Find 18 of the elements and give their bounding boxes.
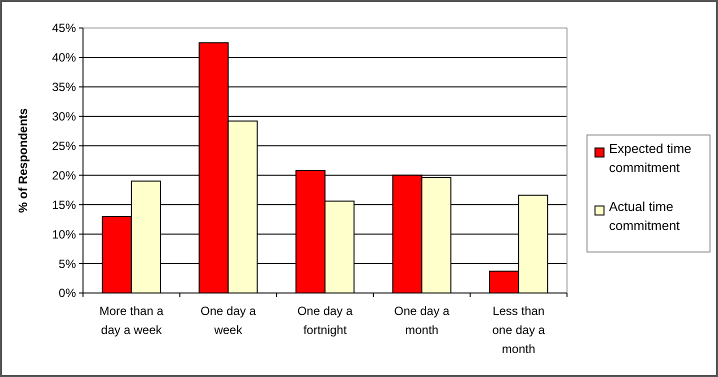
x-tick-label: One day a month — [394, 304, 450, 337]
y-axis-title: % of Respondents — [16, 108, 30, 213]
legend-label: Actual time commitment — [609, 199, 680, 233]
legend-label: Expected time commitment — [609, 141, 692, 175]
x-tick-label: One day a week — [200, 304, 256, 337]
x-tick-label: Less than one day a month — [492, 304, 546, 356]
y-tick-label: 25% — [52, 138, 76, 153]
y-tick-label: 45% — [52, 21, 76, 36]
y-tick-label: 35% — [52, 80, 76, 94]
x-tick-label: One day a fortnight — [297, 304, 354, 337]
y-tick-label: 0% — [58, 286, 76, 300]
y-tick-label: 40% — [52, 50, 76, 65]
y-tick-label: 30% — [52, 110, 76, 124]
x-tick-label: More than a day a week — [99, 304, 164, 337]
y-tick-label: 5% — [58, 256, 76, 271]
y-tick-label: 10% — [52, 227, 76, 242]
y-tick-label: 15% — [52, 198, 76, 212]
y-tick-label: 20% — [52, 168, 76, 182]
